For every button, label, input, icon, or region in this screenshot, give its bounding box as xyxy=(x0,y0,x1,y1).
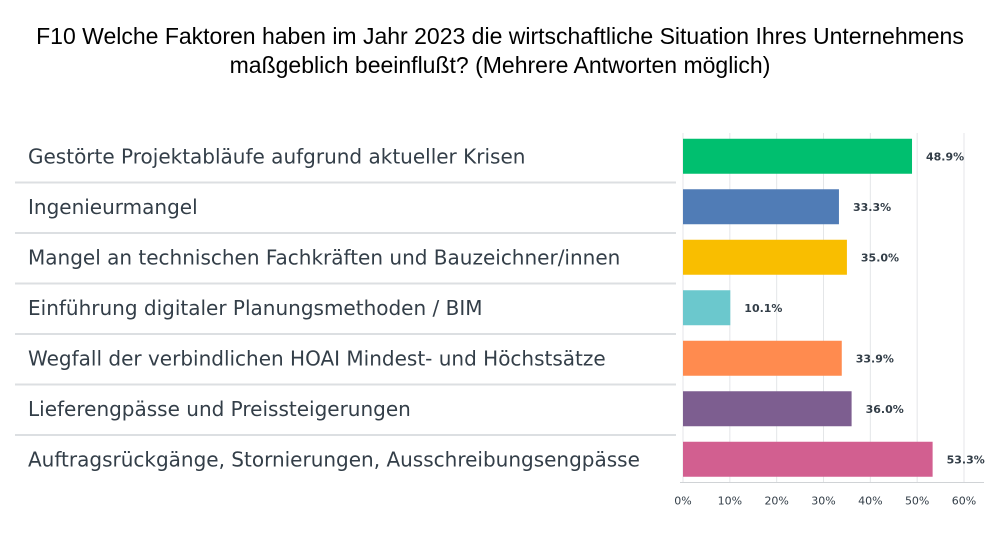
category-label: Wegfall der verbindlichen HOAI Mindest- … xyxy=(28,346,606,370)
category-label: Einführung digitaler Planungsmethoden / … xyxy=(28,296,483,320)
category-label: Gestörte Projektabläufe aufgrund aktuell… xyxy=(28,144,525,168)
tick-label: 40% xyxy=(858,495,882,508)
tick-label: 20% xyxy=(764,495,788,508)
bar xyxy=(683,391,852,427)
category-label: Mangel an technischen Fachkräften und Ba… xyxy=(28,245,620,269)
bar xyxy=(683,239,847,275)
bar xyxy=(683,340,842,376)
value-label: 33.9% xyxy=(856,352,894,365)
bar xyxy=(683,290,731,326)
value-label: 48.9% xyxy=(926,150,964,163)
tick-label: 60% xyxy=(952,495,976,508)
bar xyxy=(683,138,913,174)
category-label: Lieferengpässe und Preissteigerungen xyxy=(28,397,411,421)
tick-label: 10% xyxy=(718,495,742,508)
value-label: 53.3% xyxy=(947,453,985,466)
chart-title-line-2: maßgeblich beeinflußt? (Mehrere Antworte… xyxy=(229,52,771,78)
tick-label: 30% xyxy=(811,495,835,508)
bar xyxy=(683,441,933,477)
tick-label: 50% xyxy=(905,495,929,508)
tick-label: 0% xyxy=(674,495,691,508)
category-label: Ingenieurmangel xyxy=(28,195,198,219)
chart-title-line-1: F10 Welche Faktoren haben im Jahr 2023 d… xyxy=(36,23,964,49)
bar xyxy=(683,189,839,225)
chart-title: F10 Welche Faktoren haben im Jahr 2023 d… xyxy=(0,22,1000,80)
value-label: 35.0% xyxy=(861,251,899,264)
category-label: Auftragsrückgänge, Stornierungen, Aussch… xyxy=(28,447,640,471)
value-label: 36.0% xyxy=(866,403,904,416)
value-label: 10.1% xyxy=(744,302,782,315)
value-label: 33.3% xyxy=(853,201,891,214)
